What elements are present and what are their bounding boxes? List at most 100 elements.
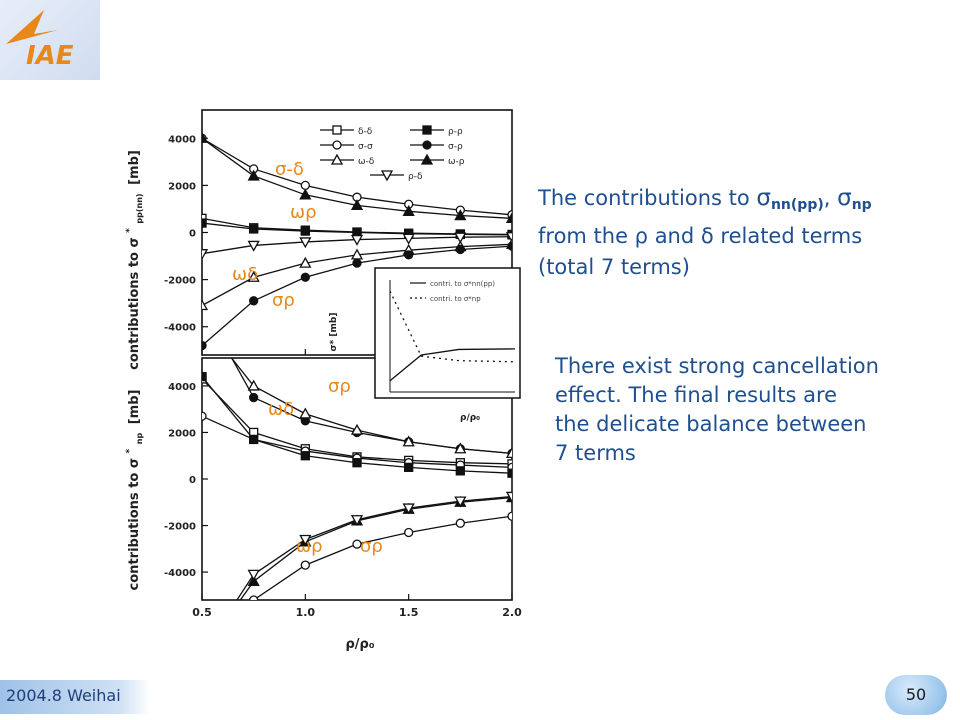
data-point — [202, 131, 209, 143]
annot-top-wd: ωδ — [232, 264, 258, 285]
annot-bot-wr2: ωρ — [296, 536, 323, 557]
data-point — [300, 560, 310, 570]
legend-marker — [422, 125, 432, 135]
data-point — [300, 180, 310, 191]
page-number-badge: 50 — [885, 675, 947, 715]
data-point — [247, 270, 260, 282]
data-point — [505, 447, 512, 459]
data-point — [197, 649, 207, 658]
xtick-label: 0.5 — [192, 606, 212, 619]
legend-label: ρ-δ — [408, 172, 423, 182]
data-point — [404, 462, 414, 473]
annot-bot-sr: σρ — [328, 376, 351, 397]
data-point — [455, 518, 465, 528]
data-point — [202, 213, 207, 224]
legend-label: σ-ρ — [448, 142, 463, 152]
data-point — [350, 515, 364, 527]
text1-sigma1: σ — [756, 185, 771, 211]
bottom-ytick-label: 2000 — [168, 428, 196, 439]
annot-bot-sr2: σρ — [360, 536, 383, 557]
legend-marker — [380, 170, 394, 182]
footer-bar: 2004.8 Weihai — [0, 680, 150, 714]
data-point — [505, 232, 512, 244]
inset-series-np — [389, 290, 516, 363]
data-point — [402, 503, 415, 515]
data-point — [507, 241, 512, 251]
top-ylabel-sup: * — [125, 228, 135, 233]
inset-frame — [374, 267, 521, 399]
legend-marker — [332, 140, 342, 150]
data-point — [202, 249, 209, 261]
bottom-ylabel-prefix: contributions to σ — [127, 458, 142, 590]
data-point — [299, 534, 312, 546]
data-point — [505, 212, 512, 224]
inset-legend-2: contri. to σ*np — [430, 295, 481, 303]
legend-marker — [420, 153, 434, 165]
inset-ylabel: σ* [mb] — [329, 313, 339, 352]
data-point — [299, 237, 312, 249]
text1-sub2: np — [851, 197, 872, 213]
data-point — [299, 256, 312, 268]
contributions-text: The contributions to σnn(pp), σnp from t… — [538, 183, 948, 283]
xtick-label: 1.5 — [399, 606, 419, 619]
data-point — [247, 569, 260, 581]
text1-line1-prefix: The contributions to — [538, 186, 757, 210]
data-point — [249, 224, 259, 234]
bottom-ytick-label: -2000 — [164, 522, 196, 533]
top-ytick-label: -4000 — [164, 323, 196, 334]
text1-sigma2: σ — [837, 185, 852, 211]
data-point — [404, 527, 414, 538]
logo-text: IAE — [26, 41, 74, 71]
bottom-ylabel-sub: np — [135, 433, 144, 445]
x-axis-label: ρ/ρ₀ — [345, 637, 374, 652]
inset-xlabel: ρ/ρ₀ — [460, 413, 480, 423]
figure: 4000 2000 0 -2000 -4000 4000 2000 0 -2000 -4000 0.… — [110, 100, 530, 660]
data-point — [352, 539, 362, 549]
legend-label: ω-δ — [358, 157, 375, 167]
page-number: 50 — [905, 685, 927, 704]
bottom-ytick-label: -4000 — [164, 568, 196, 579]
data-point — [454, 232, 467, 244]
data-point — [505, 491, 512, 503]
data-point — [300, 451, 310, 461]
data-point — [300, 226, 310, 236]
legend-label: ρ-ρ — [448, 127, 463, 137]
text1-comma: , — [823, 186, 838, 210]
legend-label: δ-δ — [358, 127, 373, 137]
annot-top-wr: ωρ — [290, 202, 317, 223]
bottom-ylabel-unit: [mb] — [127, 390, 142, 425]
data-point — [455, 244, 465, 255]
data-point — [202, 411, 207, 421]
logo: IAE — [0, 0, 100, 80]
top-ylabel-prefix: contributions to σ — [127, 237, 142, 369]
svg-text:contributions to σ *: contributions to σ * np [mb] — [121, 390, 146, 591]
footer-label: 2004.8 Weihai — [6, 686, 121, 705]
data-point — [247, 575, 260, 587]
legend-marker — [422, 140, 432, 150]
data-point — [404, 250, 414, 260]
text1-line3: (total 7 terms) — [538, 255, 690, 279]
data-point — [350, 199, 364, 211]
data-point — [299, 188, 312, 200]
data-point — [455, 466, 465, 476]
top-ytick-label: 0 — [189, 229, 196, 240]
data-point — [197, 650, 207, 659]
data-point — [247, 379, 260, 391]
data-point — [249, 296, 259, 306]
top-ytick-label: -2000 — [164, 276, 196, 287]
legend-marker — [332, 125, 342, 135]
bottom-ytick-label: 0 — [189, 475, 196, 486]
data-point — [352, 458, 362, 468]
data-point — [402, 435, 415, 447]
inset-series-nnpp — [389, 348, 516, 382]
data-point — [202, 218, 207, 228]
bottom-ylabel-sup: * — [125, 448, 135, 453]
annot-bot-wd: ωδ — [268, 399, 294, 420]
data-point — [350, 423, 364, 435]
data-point — [202, 340, 207, 351]
data-point — [249, 392, 259, 403]
data-point — [247, 169, 260, 181]
data-point — [402, 204, 415, 216]
data-point — [454, 209, 467, 221]
data-point — [507, 468, 512, 478]
